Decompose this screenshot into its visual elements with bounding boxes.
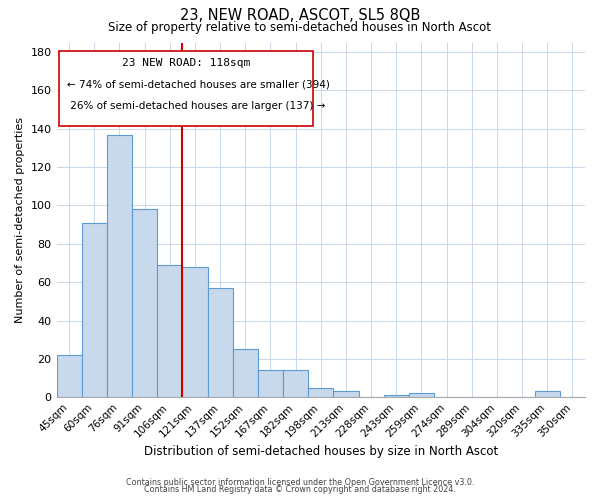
Bar bbox=[308, 388, 334, 397]
Bar bbox=[82, 222, 107, 397]
Bar bbox=[208, 288, 233, 397]
Bar bbox=[283, 370, 308, 397]
Y-axis label: Number of semi-detached properties: Number of semi-detached properties bbox=[15, 117, 25, 323]
Text: 26% of semi-detached houses are larger (137) →: 26% of semi-detached houses are larger (… bbox=[67, 101, 325, 111]
Text: 23 NEW ROAD: 118sqm: 23 NEW ROAD: 118sqm bbox=[122, 58, 250, 68]
Text: ← 74% of semi-detached houses are smaller (394): ← 74% of semi-detached houses are smalle… bbox=[67, 80, 330, 90]
Text: 23, NEW ROAD, ASCOT, SL5 8QB: 23, NEW ROAD, ASCOT, SL5 8QB bbox=[180, 8, 420, 22]
Bar bbox=[182, 267, 208, 397]
Text: Contains HM Land Registry data © Crown copyright and database right 2024.: Contains HM Land Registry data © Crown c… bbox=[144, 485, 456, 494]
Bar bbox=[334, 392, 359, 397]
Bar bbox=[258, 370, 283, 397]
Bar bbox=[132, 210, 157, 397]
Bar bbox=[383, 396, 409, 397]
Bar bbox=[56, 355, 82, 397]
Text: Size of property relative to semi-detached houses in North Ascot: Size of property relative to semi-detach… bbox=[109, 21, 491, 34]
Bar bbox=[107, 134, 132, 397]
Bar bbox=[409, 394, 434, 397]
Bar bbox=[535, 392, 560, 397]
Text: Contains public sector information licensed under the Open Government Licence v3: Contains public sector information licen… bbox=[126, 478, 474, 487]
X-axis label: Distribution of semi-detached houses by size in North Ascot: Distribution of semi-detached houses by … bbox=[143, 444, 498, 458]
Bar bbox=[233, 350, 258, 397]
FancyBboxPatch shape bbox=[59, 52, 313, 126]
Bar bbox=[157, 265, 182, 397]
